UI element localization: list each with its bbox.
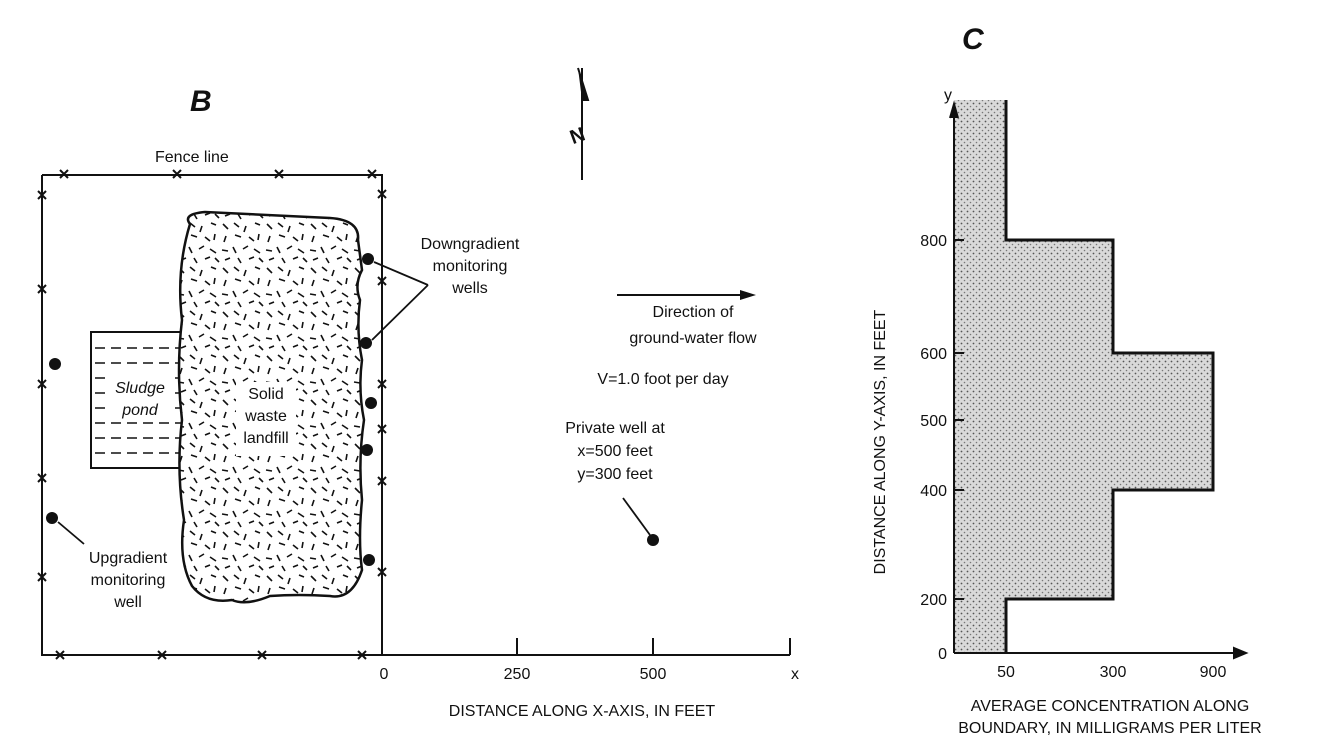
well-dot	[361, 444, 373, 456]
c-x-axis-title-1: AVERAGE CONCENTRATION ALONG	[971, 698, 1250, 715]
well-dot	[49, 358, 61, 370]
x-tick-500: 500	[640, 666, 667, 683]
private-well-label-2: x=500 feet	[577, 443, 653, 460]
private-well-leader	[622, 497, 651, 536]
c-y-tick-200: 200	[920, 592, 947, 609]
private-well-label-3: y=300 feet	[577, 466, 653, 483]
north-label: N	[567, 123, 588, 149]
c-x-tick-900: 900	[1200, 664, 1227, 681]
fence-line-label: Fence line	[155, 149, 229, 166]
upgradient-label-1: Upgradient	[89, 550, 168, 567]
concentration-bar-2	[954, 353, 1213, 490]
private-well-label-1: Private well at	[565, 420, 665, 437]
sludge-pond: Sludge pond	[90, 331, 188, 469]
concentration-bar-1	[954, 490, 1113, 599]
upgradient-label-3: well	[113, 594, 142, 611]
velocity-label: V=1.0 foot per day	[597, 371, 728, 388]
x-axis-letter: x	[791, 666, 799, 683]
downgradient-label-1: Downgradient	[421, 236, 520, 253]
c-y-tick-0: 0	[938, 646, 947, 663]
north-arrow	[577, 67, 590, 180]
landfill-label-1: Solid	[248, 386, 284, 403]
concentration-bar-3	[954, 240, 1113, 353]
downgradient-wells	[360, 253, 377, 566]
landfill-label-2: waste	[244, 408, 287, 425]
c-y-axis-title: DISTANCE ALONG Y-AXIS, IN FEET	[872, 309, 889, 574]
solid-waste-landfill: Solid waste landfill	[177, 210, 366, 604]
well-dot	[360, 337, 372, 349]
upgradient-label-2: monitoring	[91, 572, 166, 589]
sludge-pond-label-1: Sludge	[115, 380, 165, 397]
upgradient-leader	[57, 521, 85, 545]
panel-c-letter: C	[962, 23, 985, 56]
upgradient-well-dot	[46, 512, 58, 524]
c-x-tick-50: 50	[997, 664, 1015, 681]
c-axes	[949, 100, 1249, 660]
x-axis	[382, 638, 791, 656]
concentration-bar-0	[954, 599, 1006, 653]
well-dot	[362, 253, 374, 265]
concentration-steps	[954, 100, 1215, 653]
concentration-outline	[1004, 100, 1215, 653]
private-well-dot	[647, 534, 659, 546]
downgradient-label-3: wells	[451, 280, 488, 297]
c-y-tick-600: 600	[920, 346, 947, 363]
downgradient-leaders	[371, 261, 429, 341]
c-y-tick-800: 800	[920, 233, 947, 250]
c-x-tick-300: 300	[1100, 664, 1127, 681]
concentration-bar-4	[954, 100, 1006, 240]
x-axis-title: DISTANCE ALONG X-AXIS, IN FEET	[449, 703, 716, 720]
panel-c: C y 0 200 400 500 600 800 50 300 900 DIS…	[872, 23, 1262, 737]
y-axis-letter: y	[944, 87, 952, 104]
downgradient-label-2: monitoring	[433, 258, 508, 275]
c-y-tick-500: 500	[920, 413, 947, 430]
c-y-tick-400: 400	[920, 483, 947, 500]
x-tick-250: 250	[504, 666, 531, 683]
x-tick-0: 0	[380, 666, 389, 683]
well-dot	[363, 554, 375, 566]
c-x-axis-title-2: BOUNDARY, IN MILLIGRAMS PER LITER	[958, 720, 1261, 737]
panel-b: B Fence line N	[37, 67, 799, 720]
flow-arrow	[617, 290, 756, 300]
well-dot	[365, 397, 377, 409]
sludge-pond-label-2: pond	[121, 402, 159, 419]
flow-label-2: ground-water flow	[629, 330, 757, 347]
flow-label-1: Direction of	[653, 304, 734, 321]
landfill-label-3: landfill	[243, 430, 288, 447]
panel-b-letter: B	[190, 85, 212, 118]
